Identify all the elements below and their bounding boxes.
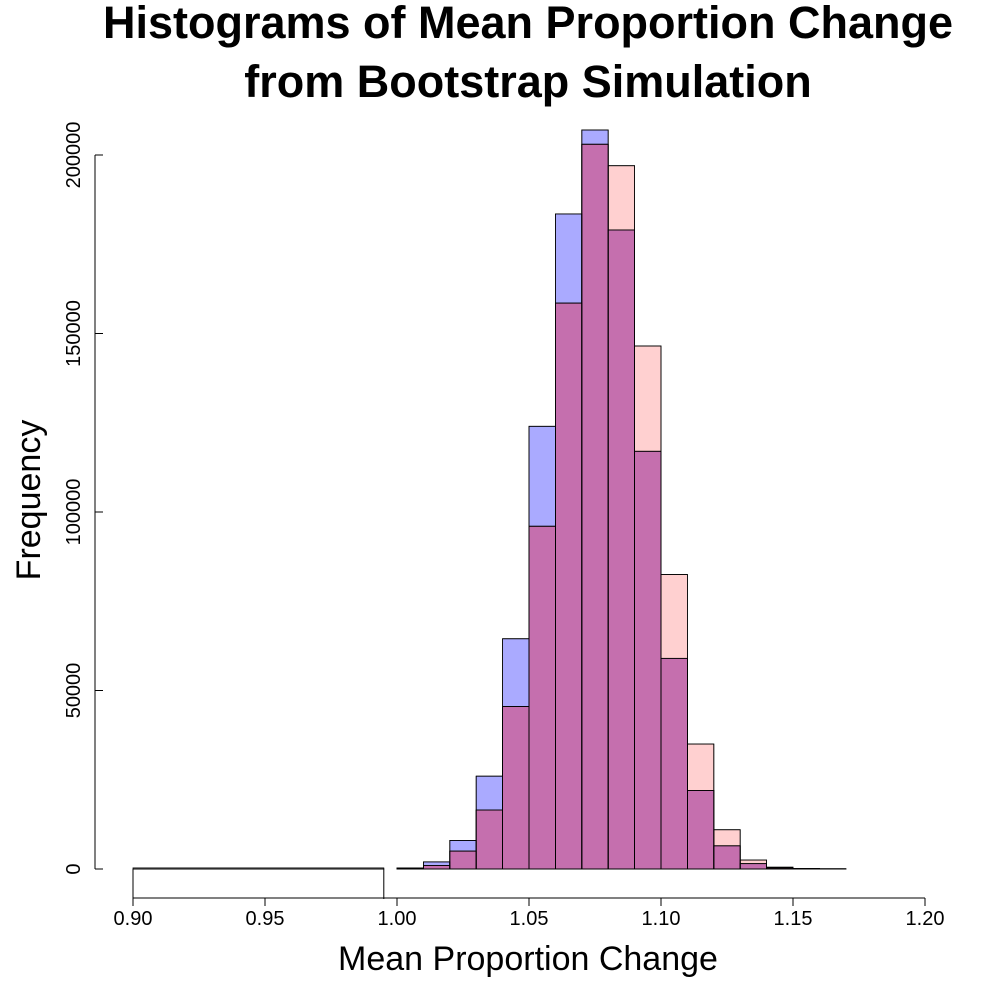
histogram-overlap-bar — [713, 845, 741, 870]
histogram-overlap-bar — [528, 525, 556, 870]
histogram-bar-outline — [766, 866, 794, 870]
x-axis: 0.90 0.95 1.00 1.05 1.10 1.15 1.20 — [114, 897, 945, 930]
x-tick-label: 0.95 — [246, 908, 285, 930]
x-tick-label: 1.10 — [642, 908, 681, 930]
x-tick-label: 1.20 — [906, 908, 945, 930]
chart-title-line-2: from Bootstrap Simulation — [244, 56, 812, 107]
histogram-overlap-bar — [502, 706, 530, 870]
histogram-bars — [132, 129, 847, 899]
histogram-overlap-bar — [739, 863, 768, 870]
histogram-overlap-bar — [422, 865, 451, 870]
histogram-overlap-bar — [660, 657, 688, 870]
histogram-bar-outline — [396, 867, 424, 870]
histogram-overlap-bar — [687, 790, 715, 870]
chart-title-line-1: Histograms of Mean Proportion Change — [103, 0, 953, 48]
chart-title: Histograms of Mean Proportion Change fro… — [103, 0, 953, 107]
x-axis-label: Mean Proportion Change — [338, 940, 718, 978]
histogram-bar-outline — [687, 743, 715, 870]
histogram-overlap-bar — [607, 229, 636, 870]
y-axis-label: Frequency — [10, 420, 48, 581]
histogram-bar-outline — [660, 574, 688, 870]
x-tick-label: 1.15 — [774, 908, 813, 930]
y-tick-label: 50000 — [63, 663, 85, 719]
histogram-overlap-bar — [555, 302, 583, 870]
histogram-bar-outline — [713, 829, 741, 870]
histogram-overlap-bar — [581, 143, 609, 870]
x-tick-label: 1.05 — [510, 908, 549, 930]
y-axis: 0 50000 100000 150000 200000 — [63, 122, 103, 875]
histogram-overlap-bar — [634, 450, 662, 870]
histogram-bar-wide-outline — [132, 868, 385, 899]
y-tick-label: 200000 — [63, 122, 85, 189]
y-tick-label: 150000 — [63, 300, 85, 367]
y-tick-label: 100000 — [63, 479, 85, 546]
histogram-outline-2 — [396, 143, 847, 870]
histogram-bar-outline — [739, 859, 768, 870]
histogram-overlap-bar — [449, 850, 477, 870]
histogram-overlap-bar — [475, 809, 504, 870]
x-tick-label: 1.00 — [378, 908, 417, 930]
histogram-overlap — [396, 143, 847, 870]
x-tick-label: 0.90 — [114, 908, 153, 930]
y-tick-label: 0 — [63, 863, 85, 874]
